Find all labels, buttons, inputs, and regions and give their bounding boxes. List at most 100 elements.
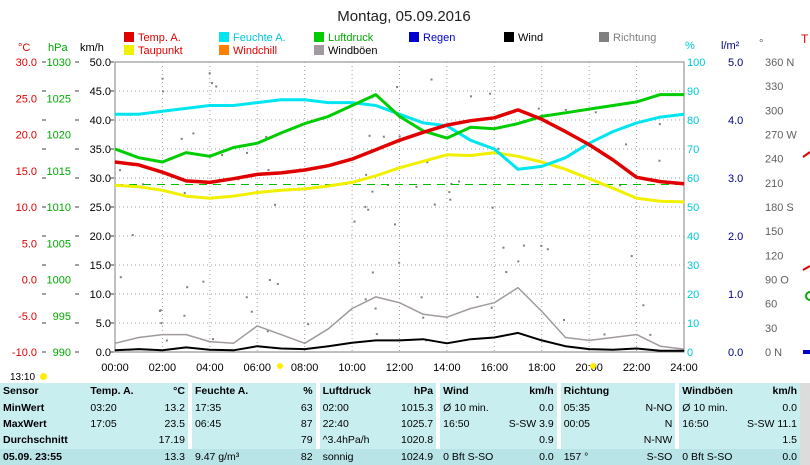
- time-tick-label: 06:00: [243, 362, 271, 374]
- stats-cell: 16:50: [679, 415, 738, 433]
- hum-tick-label: 90: [687, 86, 699, 98]
- wind-point: [233, 349, 235, 351]
- pressure-point: [399, 115, 400, 117]
- pressure-point: [114, 148, 116, 150]
- direction-point: [119, 276, 122, 279]
- rain-tick-label: 3.0: [728, 173, 743, 185]
- direction-point: [180, 137, 183, 140]
- dewpoint-point: [209, 197, 211, 199]
- stats-cell: 1025.7: [381, 415, 437, 433]
- press-tick-label: 995: [53, 311, 71, 323]
- stats-gap: [315, 415, 320, 433]
- direction-point: [375, 333, 378, 336]
- direction-point: [658, 123, 661, 126]
- rain-tick-label: 1.0: [728, 289, 743, 301]
- wind-point: [351, 342, 353, 344]
- temperature-point: [659, 181, 661, 183]
- temperature-point: [209, 181, 211, 183]
- pressure-point: [304, 123, 306, 125]
- sunset-marker-icon: [590, 363, 596, 369]
- time-tick-label: 18:00: [528, 362, 556, 374]
- humidity-point: [161, 110, 163, 112]
- stats-gap: [556, 399, 561, 416]
- direction-point: [160, 322, 163, 325]
- hum-tick-label: 30: [687, 260, 699, 272]
- humidity-point: [470, 139, 472, 141]
- stats-gap: [556, 415, 561, 433]
- stats-gap: [315, 399, 320, 416]
- wind-point: [541, 339, 543, 341]
- rain-unit-label: l/m²: [721, 40, 740, 52]
- direction-point: [353, 220, 356, 223]
- direction-point: [426, 161, 429, 164]
- temperature-point: [185, 180, 187, 182]
- pressure-point: [541, 115, 543, 117]
- stats-cell: 0.0: [502, 399, 557, 416]
- dewpoint-point: [375, 175, 377, 177]
- gusts-point: [588, 339, 590, 341]
- humidity-point: [564, 157, 566, 159]
- direction-point: [562, 318, 565, 321]
- stats-cell: S-SO: [621, 448, 676, 465]
- direction-point: [192, 132, 195, 135]
- pressure-point: [683, 94, 685, 96]
- direction-point: [221, 154, 224, 157]
- press-tick-label: 990: [53, 347, 71, 359]
- scrollbar[interactable]: [800, 383, 810, 465]
- direction-point: [371, 271, 374, 274]
- stats-gap: [675, 383, 680, 400]
- direction-point: [594, 111, 597, 114]
- stats-cell: 17:35: [191, 399, 262, 416]
- temperature-point: [138, 164, 140, 166]
- pressure-point: [470, 126, 472, 128]
- stats-cell: [560, 432, 622, 449]
- gusts-point: [114, 342, 116, 344]
- pressure-point: [517, 123, 519, 125]
- svg-text:T: T: [801, 32, 809, 46]
- gusts-point: [161, 334, 163, 336]
- grid: [115, 62, 684, 352]
- stats-cell: 23.5: [143, 415, 188, 433]
- wind-tick-label: 10.0: [90, 289, 111, 301]
- dewpoint-point: [470, 155, 472, 157]
- temp-tick-label: 0.0: [22, 275, 37, 287]
- gusts-point: [327, 328, 329, 330]
- direction-point: [274, 203, 277, 206]
- now-time-label: 13:10: [10, 372, 36, 383]
- temp-tick-label: 25.0: [16, 93, 37, 105]
- dir-tick-label: 0 N: [765, 347, 782, 359]
- humidity-point: [114, 113, 116, 115]
- wind-point: [304, 348, 306, 350]
- direction-point: [603, 333, 606, 336]
- wind-point: [161, 349, 163, 351]
- time-tick-label: 04:00: [196, 362, 224, 374]
- direction-point: [619, 184, 622, 187]
- svg-text:Richtung: Richtung: [613, 32, 656, 44]
- stats-table: Sensor Temp. A. °C Feuchte A.% Luftdruck hPa W…: [0, 383, 800, 465]
- direction-point: [522, 244, 525, 247]
- time-tick-label: 22:00: [623, 362, 651, 374]
- dir-tick-label: 360 N: [765, 57, 794, 69]
- direction-point: [266, 330, 269, 333]
- stats-cell: 1020.8: [381, 432, 437, 449]
- pressure-point: [280, 132, 282, 134]
- series-lines: [114, 93, 685, 352]
- hum-tick-label: 20: [687, 289, 699, 301]
- temperature-point: [114, 161, 116, 163]
- time-tick-label: 20:00: [575, 362, 603, 374]
- humidity-point: [636, 122, 638, 124]
- wind-tick-label: 40.0: [90, 115, 111, 127]
- stats-gap: [675, 448, 680, 465]
- wind-point: [138, 348, 140, 350]
- temperature-point: [327, 165, 329, 167]
- stats-gap: [187, 383, 192, 400]
- wind-tick-label: 15.0: [90, 260, 111, 272]
- pressure-point: [233, 147, 235, 149]
- dir-tick-label: 120: [765, 250, 783, 262]
- svg-text:Temp. A.: Temp. A.: [138, 32, 181, 44]
- wind-point: [636, 348, 638, 350]
- stats-cell: Feuchte A.: [191, 383, 262, 400]
- dewpoint-point: [327, 185, 329, 187]
- stats-cell: 13.2: [143, 399, 188, 416]
- wind-point: [446, 342, 448, 344]
